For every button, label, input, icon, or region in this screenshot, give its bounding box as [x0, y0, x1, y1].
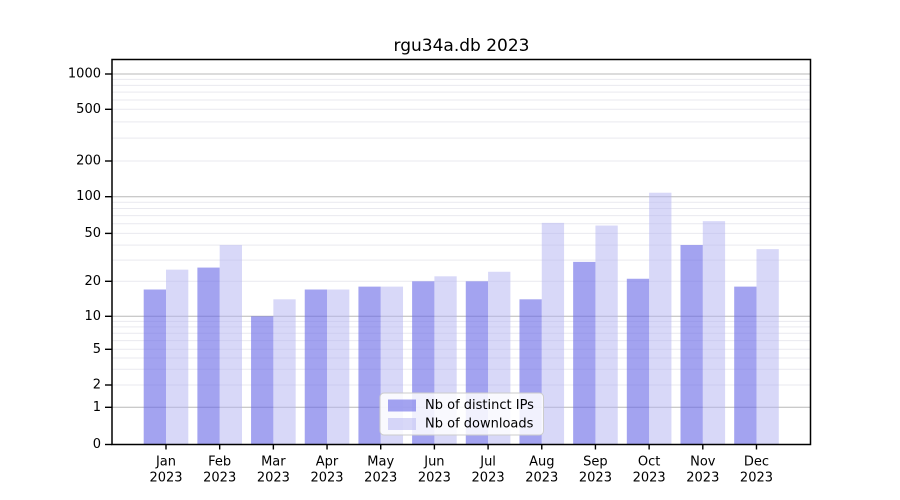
y-axis-tick-label: 20: [84, 274, 101, 289]
x-axis-year-label: 2023: [364, 471, 397, 486]
x-axis-month-label: Mar: [261, 455, 286, 470]
x-axis-month-label: Dec: [744, 455, 769, 470]
bar-downloads: [541, 222, 565, 445]
bar-distinct-ips: [304, 289, 328, 445]
legend-box: [379, 392, 544, 436]
y-axis-tick-label: 1000: [68, 67, 101, 82]
x-axis-year-label: 2023: [740, 471, 773, 486]
bar-downloads: [756, 249, 779, 445]
x-axis-month-label: Feb: [208, 455, 231, 470]
x-axis-year-label: 2023: [203, 471, 236, 486]
x-axis-year-label: 2023: [633, 471, 666, 486]
bar-downloads: [166, 269, 189, 445]
x-axis-year-label: 2023: [686, 471, 719, 486]
plot-border: [111, 58, 812, 446]
y-axis-tick-label: 100: [76, 189, 101, 204]
bar-distinct-ips: [573, 261, 596, 445]
bar-downloads: [649, 192, 672, 445]
x-axis-year-label: 2023: [310, 471, 343, 486]
x-axis-month-label: Jan: [155, 455, 176, 470]
bar-distinct-ips: [358, 286, 381, 445]
bar-distinct-ips: [197, 267, 220, 445]
legend-label-downloads: Nb of downloads: [425, 417, 534, 432]
y-axis-tick-label: 50: [84, 226, 101, 241]
y-axis-tick-label: 500: [76, 102, 101, 117]
y-axis-tick-label: 1: [93, 400, 101, 415]
x-axis-year-label: 2023: [149, 471, 182, 486]
bar-distinct-ips: [680, 245, 703, 445]
x-axis-month-label: Jun: [423, 455, 444, 470]
bar-distinct-ips: [143, 289, 166, 445]
x-axis-month-label: May: [367, 455, 394, 470]
bar-distinct-ips: [251, 316, 274, 445]
bar-downloads: [219, 245, 242, 445]
y-axis-tick-label: 2: [93, 378, 101, 393]
x-axis-year-label: 2023: [418, 471, 451, 486]
bar-downloads: [327, 289, 350, 445]
legend-label-distinct-ips: Nb of distinct IPs: [425, 398, 534, 413]
bar-distinct-ips: [734, 286, 757, 445]
x-axis-month-label: Nov: [690, 455, 716, 470]
x-axis-month-label: Apr: [316, 455, 339, 470]
legend-swatch-downloads: [388, 418, 416, 430]
y-axis-tick-label: 5: [93, 342, 101, 357]
x-axis-month-label: Oct: [638, 455, 660, 470]
bar-downloads: [702, 221, 726, 445]
y-axis-tick-label: 200: [76, 154, 101, 169]
bar-distinct-ips: [626, 278, 650, 445]
legend-swatch-distinct-ips: [388, 399, 416, 412]
x-axis-month-label: Aug: [529, 455, 554, 470]
y-axis-tick-label: 0: [93, 437, 101, 452]
x-axis-year-label: 2023: [257, 471, 290, 486]
y-axis-tick-label: 10: [84, 309, 101, 324]
x-axis-month-label: Sep: [583, 455, 608, 470]
x-axis-year-label: 2023: [472, 471, 505, 486]
x-axis-month-label: Jul: [479, 455, 496, 470]
bar-downloads: [273, 299, 296, 445]
x-axis-year-label: 2023: [525, 471, 558, 486]
bar-downloads: [595, 225, 618, 445]
x-axis-year-label: 2023: [579, 471, 612, 486]
